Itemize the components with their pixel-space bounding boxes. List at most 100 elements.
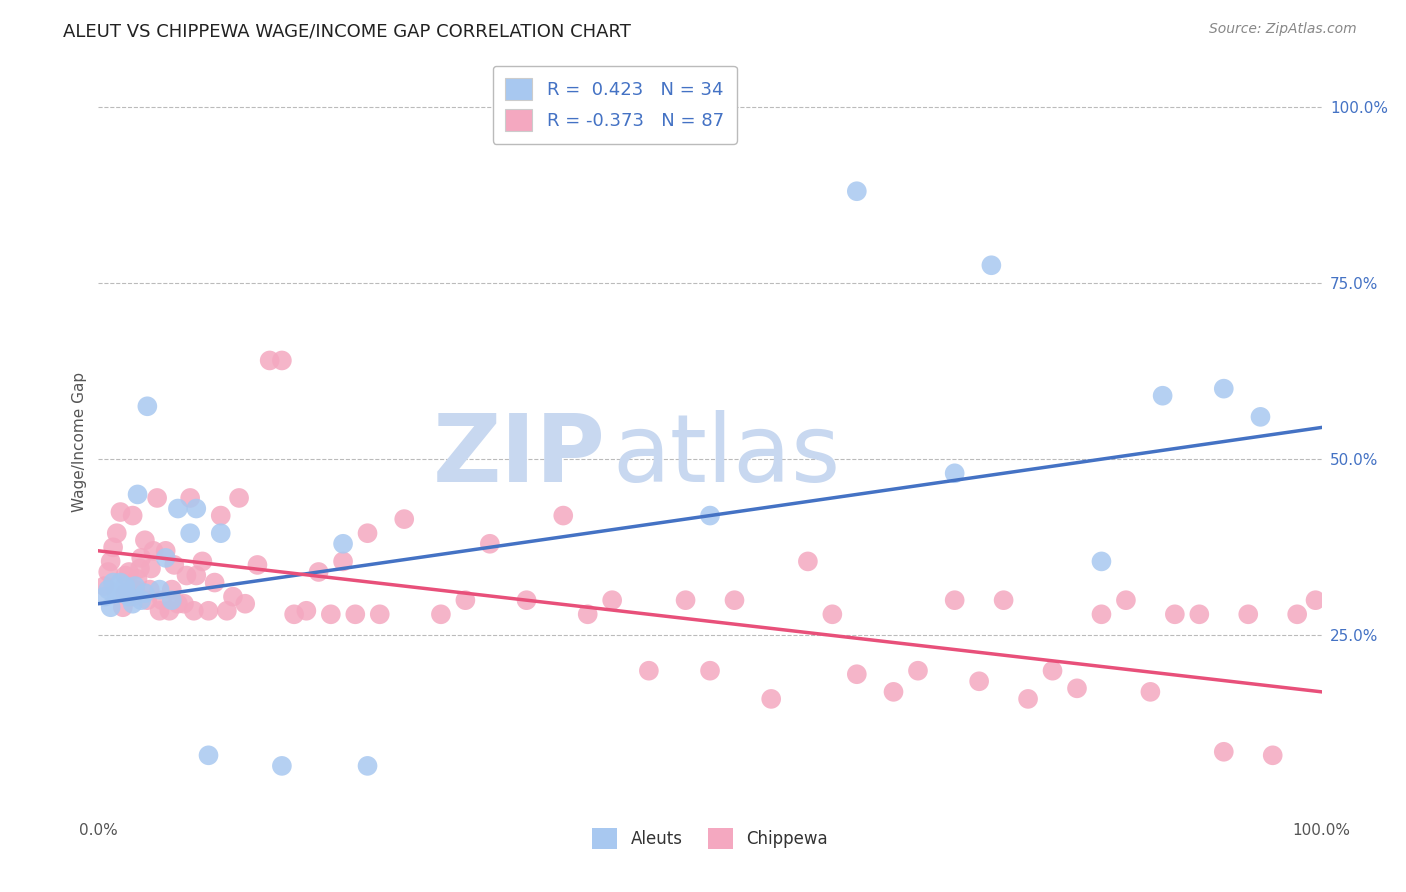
Point <box>675 593 697 607</box>
Point <box>1212 745 1234 759</box>
Point <box>118 565 141 579</box>
Point <box>222 590 245 604</box>
Point <box>191 554 214 568</box>
Point <box>209 508 232 523</box>
Point <box>186 568 208 582</box>
Point <box>319 607 342 622</box>
Point <box>1042 664 1064 678</box>
Point <box>1066 681 1088 696</box>
Point <box>97 582 120 597</box>
Point <box>1249 409 1271 424</box>
Point <box>723 593 745 607</box>
Point <box>179 491 201 505</box>
Point <box>105 586 128 600</box>
Point <box>699 508 721 523</box>
Point <box>124 579 146 593</box>
Point <box>127 572 149 586</box>
Point <box>173 597 195 611</box>
Point <box>295 604 318 618</box>
Point <box>1152 389 1174 403</box>
Point <box>105 526 128 541</box>
Point <box>515 593 537 607</box>
Point <box>478 537 501 551</box>
Point <box>114 579 136 593</box>
Point <box>821 607 844 622</box>
Point <box>183 604 205 618</box>
Point <box>246 558 269 572</box>
Point <box>845 184 868 198</box>
Point <box>454 593 477 607</box>
Point <box>233 597 256 611</box>
Point <box>149 582 172 597</box>
Text: ZIP: ZIP <box>433 410 606 502</box>
Point <box>943 467 966 481</box>
Point <box>1115 593 1137 607</box>
Point <box>111 600 134 615</box>
Point <box>100 600 122 615</box>
Point <box>146 491 169 505</box>
Point <box>356 526 378 541</box>
Point <box>163 558 186 572</box>
Point <box>97 565 120 579</box>
Point <box>167 597 190 611</box>
Point <box>134 533 156 548</box>
Point <box>228 491 250 505</box>
Point <box>155 544 177 558</box>
Text: atlas: atlas <box>612 410 841 502</box>
Point <box>943 593 966 607</box>
Point <box>967 674 990 689</box>
Point <box>176 568 198 582</box>
Point <box>283 607 305 622</box>
Point <box>167 501 190 516</box>
Point <box>1305 593 1327 607</box>
Point <box>392 512 416 526</box>
Point <box>136 593 159 607</box>
Point <box>332 537 354 551</box>
Point <box>142 544 165 558</box>
Point <box>845 667 868 681</box>
Point <box>160 593 183 607</box>
Point <box>1261 748 1284 763</box>
Point <box>93 590 115 604</box>
Point <box>430 607 453 622</box>
Point <box>150 593 173 607</box>
Point <box>121 508 143 523</box>
Point <box>1017 692 1039 706</box>
Point <box>980 258 1002 272</box>
Point <box>1188 607 1211 622</box>
Point <box>699 664 721 678</box>
Point <box>1212 382 1234 396</box>
Point <box>637 664 661 678</box>
Point <box>149 604 172 618</box>
Point <box>270 353 294 368</box>
Point <box>136 399 159 413</box>
Point <box>157 604 180 618</box>
Point <box>101 575 124 590</box>
Point <box>129 561 152 575</box>
Point <box>215 604 238 618</box>
Point <box>129 550 152 565</box>
Point <box>160 582 183 597</box>
Point <box>1286 607 1309 622</box>
Point <box>139 582 162 597</box>
Point <box>121 590 143 604</box>
Point <box>209 526 232 541</box>
Point <box>576 607 599 622</box>
Point <box>93 579 115 593</box>
Point <box>101 541 124 555</box>
Point <box>332 554 354 568</box>
Point <box>1237 607 1260 622</box>
Point <box>127 487 149 501</box>
Point <box>114 586 136 600</box>
Point <box>110 575 132 590</box>
Point <box>368 607 391 622</box>
Point <box>308 565 330 579</box>
Legend: Aleuts, Chippewa: Aleuts, Chippewa <box>586 822 834 855</box>
Point <box>155 550 177 565</box>
Point <box>139 561 162 575</box>
Point <box>553 508 575 523</box>
Point <box>197 748 219 763</box>
Point <box>1164 607 1187 622</box>
Point <box>121 597 143 611</box>
Point <box>270 759 294 773</box>
